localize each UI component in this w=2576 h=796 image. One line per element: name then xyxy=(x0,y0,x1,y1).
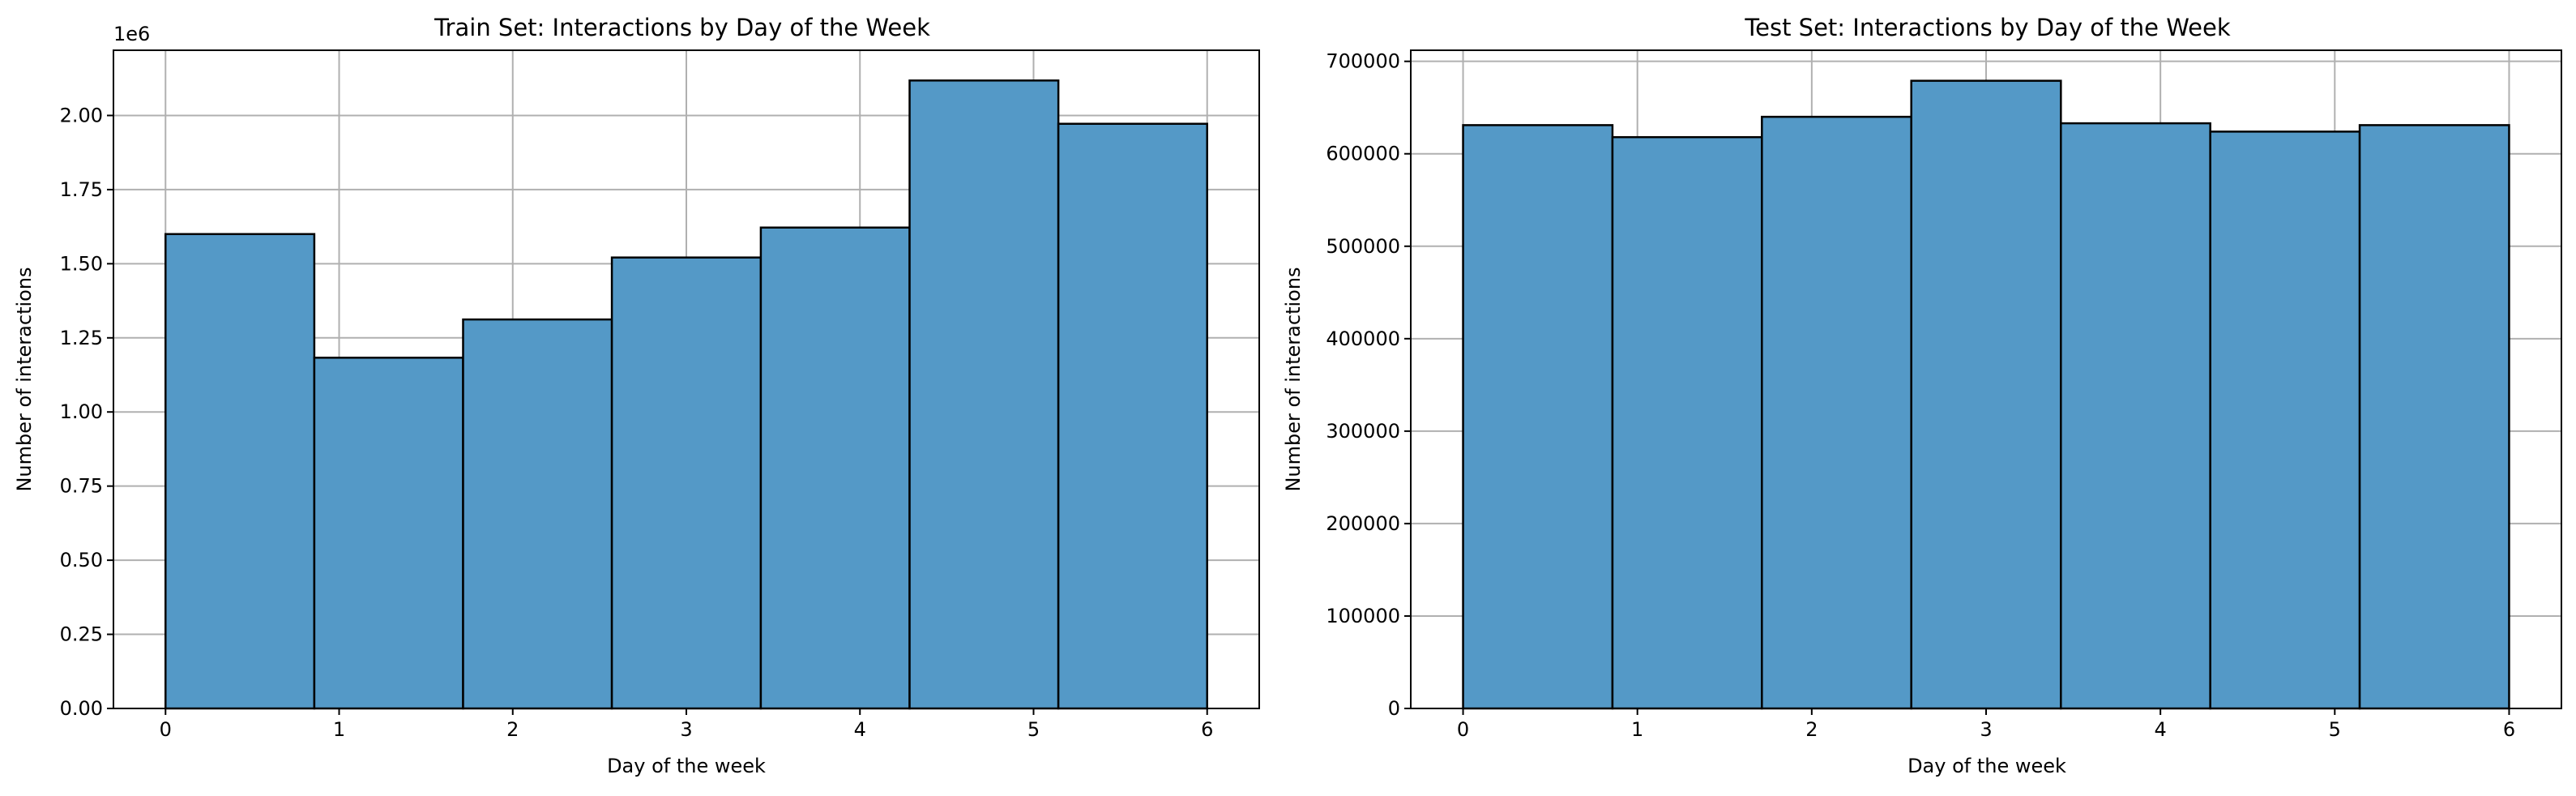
x-tick-label: 0 xyxy=(1457,718,1469,741)
y-tick-label: 300000 xyxy=(1326,420,1400,443)
x-tick-label: 5 xyxy=(2329,718,2341,741)
y-tick-label: 700000 xyxy=(1326,50,1400,73)
histogram-bar xyxy=(313,357,464,710)
histogram-bars xyxy=(1462,79,2510,710)
y-tick-label: 400000 xyxy=(1326,327,1400,350)
axis-ticks: 0 1 2 3 4 5 6 0.00 0.25 0.50 0.75 1.00 1.25 1.50 1.75 2… xyxy=(60,104,1214,741)
x-tick-label: 4 xyxy=(2155,718,2167,741)
axis-ticks: 0 1 2 3 4 5 6 0 100000 200000 300000 400000 500000 60… xyxy=(1326,50,2515,741)
histogram-bar xyxy=(1761,115,1912,710)
x-tick-label: 0 xyxy=(160,718,172,741)
y-axis-label: Number of interactions xyxy=(1282,267,1305,491)
histogram-bar xyxy=(2209,131,2361,710)
x-tick-label: 3 xyxy=(1980,718,1992,741)
x-axis-label: Day of the week xyxy=(607,755,766,777)
x-tick-label: 6 xyxy=(1201,718,1213,741)
chart-title: Train Set: Interactions by Day of the We… xyxy=(434,14,930,41)
y-tick-label: 0 xyxy=(1388,697,1400,720)
y-tick-label: 500000 xyxy=(1326,235,1400,258)
y-offset-text: 1e6 xyxy=(113,23,150,45)
x-tick-label: 6 xyxy=(2503,718,2515,741)
chart-title: Test Set: Interactions by Day of the Wee… xyxy=(1744,14,2231,41)
test-set-chart: Test Set: Interactions by Day of the Wee… xyxy=(1282,14,2562,777)
y-tick-label: 100000 xyxy=(1326,605,1400,627)
y-axis-label: Number of interactions xyxy=(13,267,36,491)
y-tick-label: 0.25 xyxy=(60,623,103,646)
x-tick-label: 1 xyxy=(333,718,345,741)
y-tick-label: 1.50 xyxy=(60,252,103,275)
y-tick-label: 1.25 xyxy=(60,327,103,349)
histogram-bar xyxy=(1611,135,1763,710)
y-tick-label: 600000 xyxy=(1326,143,1400,165)
x-tick-label: 2 xyxy=(1805,718,1818,741)
x-tick-label: 2 xyxy=(506,718,519,741)
histogram-bar xyxy=(759,226,911,710)
y-tick-label: 0.00 xyxy=(60,697,103,720)
histogram-bar xyxy=(1910,79,2062,710)
histogram-bar xyxy=(2358,124,2510,710)
histogram-bar xyxy=(462,318,613,710)
train-set-chart: Train Set: Interactions by Day of the We… xyxy=(13,14,1260,777)
y-tick-label: 2.00 xyxy=(60,104,103,126)
y-tick-label: 1.75 xyxy=(60,178,103,201)
histogram-bar xyxy=(2060,122,2211,710)
histogram-bars xyxy=(164,79,1208,710)
y-tick-label: 1.00 xyxy=(60,400,103,423)
y-tick-label: 0.75 xyxy=(60,475,103,498)
histogram-bar xyxy=(1462,124,1614,710)
histogram-bar xyxy=(908,79,1060,710)
y-tick-label: 0.50 xyxy=(60,549,103,571)
histogram-bar xyxy=(610,256,763,710)
x-tick-label: 1 xyxy=(1631,718,1643,741)
x-tick-label: 3 xyxy=(680,718,692,741)
x-tick-label: 5 xyxy=(1027,718,1040,741)
x-tick-label: 4 xyxy=(854,718,866,741)
y-tick-label: 200000 xyxy=(1326,512,1400,535)
histogram-bar xyxy=(164,233,316,710)
histogram-bar xyxy=(1057,122,1208,710)
x-axis-label: Day of the week xyxy=(1907,755,2066,777)
